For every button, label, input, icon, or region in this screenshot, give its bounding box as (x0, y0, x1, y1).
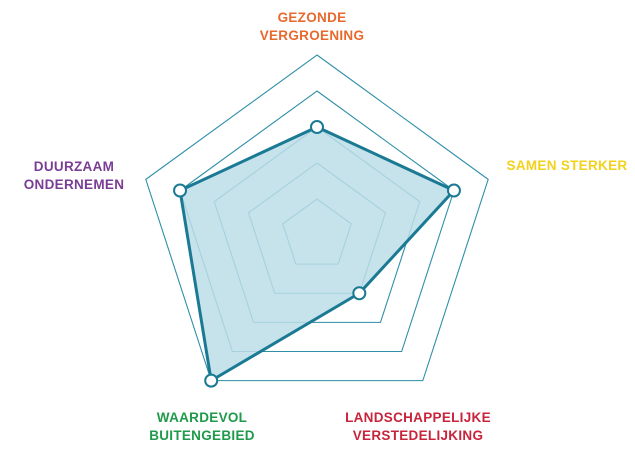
axis-label-4-line-1: ONDERNEMEN (24, 177, 125, 192)
axis-label-0: GEZONDE VERGROENING (260, 10, 365, 43)
axis-label-4: DUURZAAM ONDERNEMEN (24, 159, 125, 192)
axis-label-1: SAMEN STERKER (507, 158, 628, 173)
axis-label-3: WAARDEVOL BUITENGEBIED (149, 410, 255, 443)
data-point-3 (204, 373, 219, 388)
radar-data-layer (173, 120, 461, 388)
radar-axis-labels: GEZONDE VERGROENING SAMEN STERKER LANDSCHAP… (24, 10, 628, 443)
grid-ring-4 (179, 90, 455, 353)
data-point-0 (310, 120, 324, 134)
axis-label-0-line-0: GEZONDE (278, 10, 347, 25)
data-point-4 (173, 183, 188, 198)
axis-label-2: LANDSCHAPPELIJKE VERSTEDELIJKING (345, 410, 491, 443)
data-point-2 (352, 286, 367, 301)
axis-label-0-line-1: VERGROENING (260, 28, 365, 43)
axis-label-2-line-0: LANDSCHAPPELIJKE (345, 410, 491, 425)
data-point-1 (446, 183, 461, 198)
axis-label-1-line-0: SAMEN STERKER (507, 158, 628, 173)
axis-label-3-line-0: WAARDEVOL (157, 410, 247, 425)
grid-ring-5 (145, 54, 489, 382)
axis-label-2-line-1: VERSTEDELIJKING (353, 428, 484, 443)
axis-label-4-line-0: DUURZAAM (34, 159, 114, 174)
series-0-area (178, 125, 456, 383)
axis-label-3-line-1: BUITENGEBIED (149, 428, 255, 443)
